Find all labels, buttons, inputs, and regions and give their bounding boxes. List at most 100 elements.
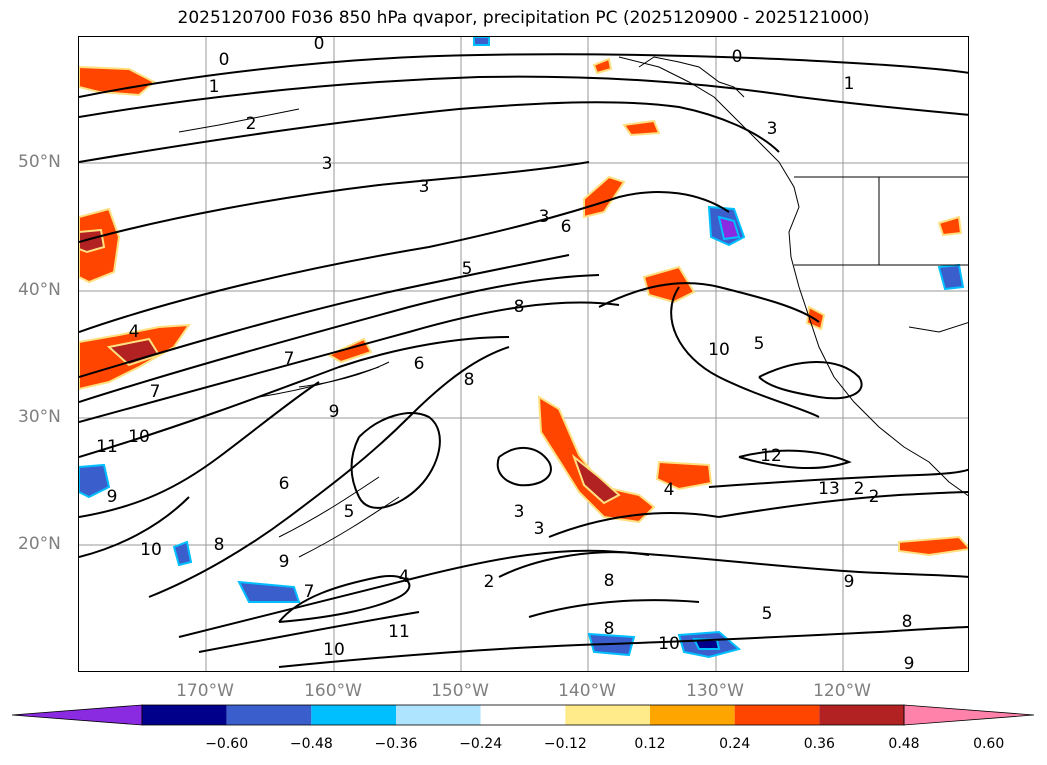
colorbar-segment <box>565 705 650 725</box>
contour-label: 6 <box>414 354 425 374</box>
precip-blob <box>79 463 111 499</box>
precip-blob <box>937 215 963 237</box>
map-title: 2025120700 F036 850 hPa qvapor, precipit… <box>177 8 870 28</box>
lon-label-160w: 160°W <box>304 681 362 701</box>
contour-label: 6 <box>279 474 290 494</box>
contour-label: 13 <box>818 479 840 499</box>
contour-label: 11 <box>96 437 118 457</box>
contour-label: 0 <box>314 37 325 54</box>
colorbar-extend-low <box>11 704 143 726</box>
colorbar-segment <box>142 705 227 725</box>
colorbar-tick-label: 0.24 <box>719 736 751 752</box>
contour-label: 1 <box>209 77 220 97</box>
colorbar-segment <box>226 705 312 725</box>
contour-label: 4 <box>664 480 675 500</box>
contour-label: 9 <box>329 402 340 422</box>
colorbar-tick-label: −0.24 <box>459 736 503 752</box>
contour-label: 2 <box>854 479 865 499</box>
precip-blob <box>937 263 965 291</box>
contour-label: 2 <box>246 114 257 134</box>
lat-label-30n: 30°N <box>18 407 61 427</box>
precip-blob <box>583 175 626 219</box>
colorbar-segment <box>819 705 904 725</box>
contour-label: 8 <box>604 619 615 639</box>
map-panel: 0 0 0 1 1 2 3 3 3 3 4 5 6 8 7 7 6 8 9 10 11 9 10 8 6 5 9 10 8 9 10 5 12 1… <box>78 36 969 672</box>
thin-contours <box>258 361 400 558</box>
colorbar-tick-label: −0.12 <box>543 736 587 752</box>
precip-blob <box>237 580 301 603</box>
colorbar-outline <box>141 704 905 726</box>
contour-label: 10 <box>128 427 150 447</box>
contour-label: 7 <box>150 382 161 402</box>
contour-label: 8 <box>464 370 475 390</box>
colorbar-segment <box>311 705 396 725</box>
contour-label: 3 <box>514 502 525 522</box>
colorbar-extend-high <box>903 704 1035 726</box>
contour-label: 10 <box>323 640 345 660</box>
contour-label: 8 <box>902 612 913 632</box>
contour-label: 2 <box>869 487 880 507</box>
colorbar-segment <box>396 705 481 725</box>
contour-label: 11 <box>388 622 410 642</box>
contour-label: 0 <box>219 50 230 70</box>
contour-label: 3 <box>419 177 430 197</box>
precip-negative <box>79 37 965 659</box>
precip-blob <box>622 119 661 137</box>
contour-label: 5 <box>754 334 765 354</box>
contour-label: 3 <box>539 207 550 227</box>
colorbar-tick-label: 0.36 <box>803 736 835 752</box>
lon-label-170w: 170°W <box>176 681 234 701</box>
precip-blob <box>172 540 193 567</box>
contour-label: 9 <box>904 654 915 672</box>
contour-label: 8 <box>604 571 615 591</box>
lon-label-140w: 140°W <box>558 681 616 701</box>
contour-label: 3 <box>767 119 778 139</box>
contour-label: 10 <box>658 634 680 654</box>
colorbar-segment <box>480 705 566 725</box>
precip-blob <box>717 215 741 241</box>
contour-label: 7 <box>284 349 295 369</box>
contour-label: 8 <box>214 535 225 555</box>
contour-label: 5 <box>462 259 473 279</box>
colorbar-tick-label: 0.12 <box>634 736 666 752</box>
colorbar-segment <box>734 705 820 725</box>
coastlines <box>178 56 968 497</box>
lat-label-50n: 50°N <box>18 152 61 172</box>
precip-blob <box>79 228 106 254</box>
contour-label: 5 <box>762 604 773 624</box>
colorbar <box>11 704 1035 726</box>
precip-blob <box>898 535 968 557</box>
contour-label: 2 <box>484 572 495 592</box>
colorbar-tick-label: −0.48 <box>289 736 333 752</box>
precip-blob <box>537 395 656 524</box>
colorbar-segment <box>650 705 735 725</box>
contour-label: 1 <box>844 74 855 94</box>
contour-label: 0 <box>732 47 743 67</box>
graticule <box>79 37 968 671</box>
contour-label: 9 <box>107 487 118 507</box>
lat-label-20n: 20°N <box>18 534 61 554</box>
lat-label-40n: 40°N <box>18 280 61 300</box>
contour-label: 6 <box>561 217 572 237</box>
contour-label: 3 <box>534 519 545 539</box>
contour-label: 4 <box>129 322 140 342</box>
contour-label: 9 <box>844 572 855 592</box>
contour-label: 8 <box>514 297 525 317</box>
lon-label-130w: 130°W <box>686 681 744 701</box>
contour-label: 4 <box>399 567 410 587</box>
colorbar-tick-label: −0.60 <box>205 736 249 752</box>
colorbar-tick-label: 0.48 <box>888 736 920 752</box>
contour-label: 3 <box>322 154 333 174</box>
lon-label-150w: 150°W <box>431 681 489 701</box>
contour-label: 9 <box>279 552 290 572</box>
contour-label: 12 <box>760 446 782 466</box>
precip-blob <box>592 57 613 75</box>
precip-blob <box>106 337 161 367</box>
precip-blob <box>655 460 713 491</box>
qvapor-contours <box>79 53 968 668</box>
precip-blob <box>79 65 156 97</box>
contour-label: 10 <box>140 540 162 560</box>
contour-label: 5 <box>344 502 355 522</box>
